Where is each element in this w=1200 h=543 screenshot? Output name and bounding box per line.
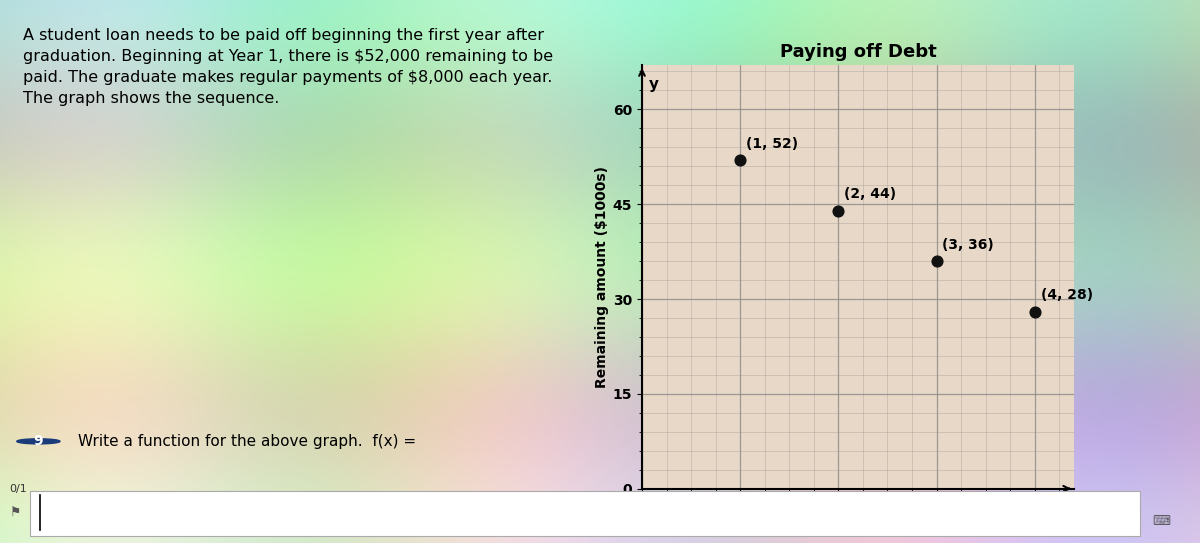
Point bbox=[926, 257, 946, 266]
Text: (1, 52): (1, 52) bbox=[746, 136, 798, 150]
Text: A student loan needs to be paid off beginning the first year after
graduation. B: A student loan needs to be paid off begi… bbox=[23, 28, 553, 106]
Text: x: x bbox=[1057, 516, 1067, 531]
Text: y: y bbox=[649, 77, 659, 92]
Text: 0/1: 0/1 bbox=[10, 484, 28, 494]
Point bbox=[829, 206, 848, 215]
FancyBboxPatch shape bbox=[30, 491, 1140, 536]
Text: (2, 44): (2, 44) bbox=[845, 187, 896, 201]
Point bbox=[731, 156, 750, 165]
Y-axis label: Remaining amount ($1000s): Remaining amount ($1000s) bbox=[595, 166, 608, 388]
Text: 9: 9 bbox=[34, 434, 43, 449]
Text: 0: 0 bbox=[616, 513, 625, 527]
Text: Write a function for the above graph.  f(x) =: Write a function for the above graph. f(… bbox=[78, 434, 416, 449]
Circle shape bbox=[17, 439, 60, 444]
Text: ⌨: ⌨ bbox=[1152, 515, 1170, 528]
Text: (4, 28): (4, 28) bbox=[1040, 288, 1093, 302]
Title: Paying off Debt: Paying off Debt bbox=[780, 43, 936, 61]
Point bbox=[1025, 307, 1044, 316]
Text: ⚑: ⚑ bbox=[10, 506, 20, 519]
Text: (3, 36): (3, 36) bbox=[942, 238, 994, 251]
X-axis label: Time (years): Time (years) bbox=[804, 519, 912, 534]
